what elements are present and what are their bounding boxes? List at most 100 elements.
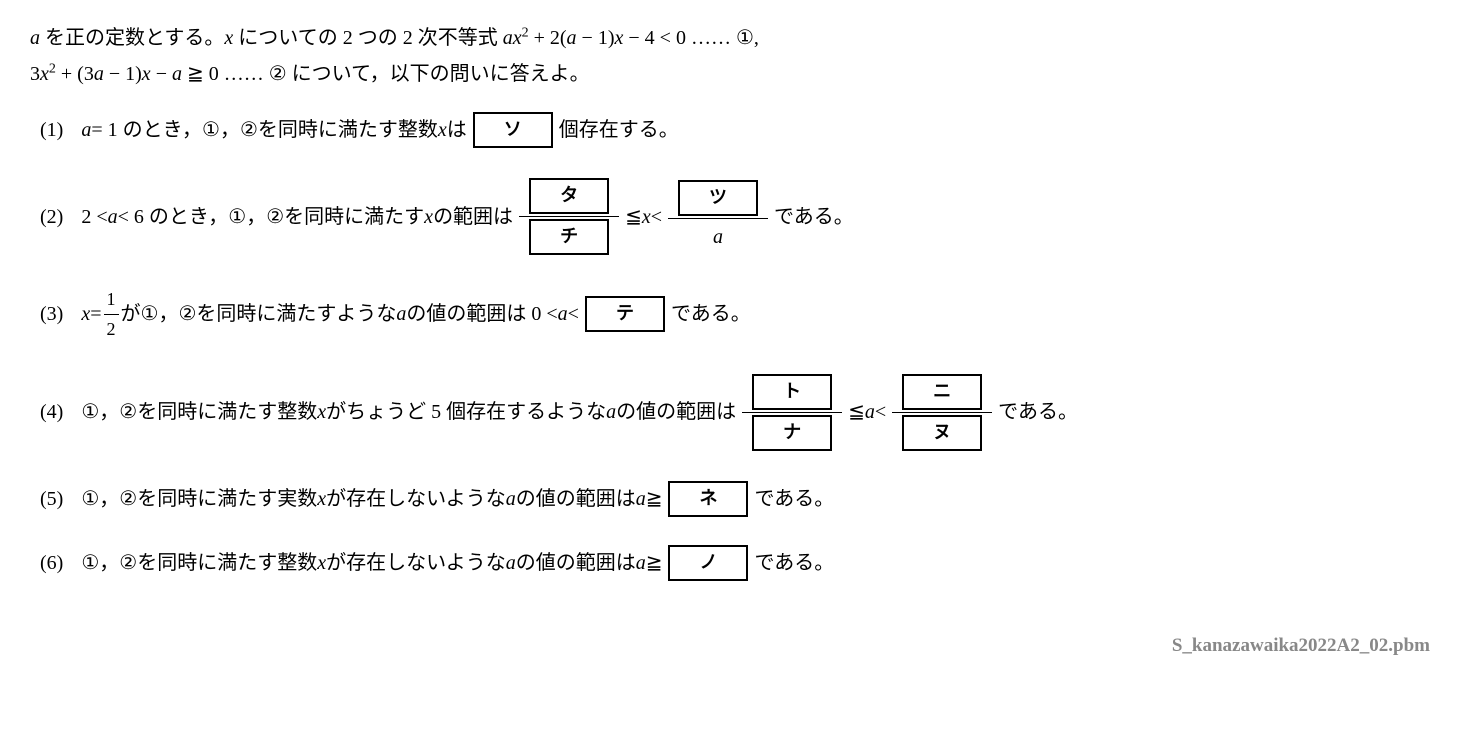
q3-content: x = 1 2 が①，② を同時に満たすような a の値の範囲は 0 < a <… bbox=[81, 285, 750, 344]
q2-c2: ② bbox=[266, 201, 284, 233]
q2-content: 2 < a < 6 のとき，①，② を同時に満たす x の範囲は タ チ ≦ x… bbox=[81, 176, 853, 257]
answer-box-tsu: ツ bbox=[678, 180, 758, 216]
line2-x2: x bbox=[142, 63, 151, 85]
q2-mid2: を同時に満たす bbox=[284, 201, 424, 233]
fraction-ni-nu: ニ ヌ bbox=[892, 372, 992, 453]
q3-comma: ， bbox=[158, 298, 178, 330]
q5-mid1: を同時に満たす実数 bbox=[137, 483, 317, 515]
frac-den-a: a bbox=[668, 218, 768, 255]
q2-pre: 2 < bbox=[81, 201, 107, 233]
answer-box-so: ソ bbox=[473, 112, 553, 148]
q3-c2: ② bbox=[178, 298, 196, 330]
q4-comma: ， bbox=[99, 396, 119, 428]
fraction-tsu-a: ツ a bbox=[668, 178, 768, 255]
answer-box-chi: チ bbox=[529, 219, 609, 255]
q3-c1: ① bbox=[141, 298, 159, 330]
q1-eq: = 1 のとき， bbox=[91, 114, 202, 146]
q3-a2: a bbox=[558, 298, 568, 330]
q6-geq: ≧ bbox=[646, 547, 663, 579]
q4-lt: < bbox=[875, 396, 886, 428]
q1-x: x bbox=[438, 114, 447, 146]
answer-box-ta: タ bbox=[529, 178, 609, 214]
q4-num: (4) bbox=[40, 396, 63, 428]
sub-problem-3: (3) x = 1 2 が①，② を同時に満たすような a の値の範囲は 0 <… bbox=[30, 285, 1430, 344]
q2-mid1: < 6 のとき， bbox=[118, 201, 229, 233]
q5-a2: a bbox=[636, 483, 646, 515]
ineq1-sup: 2 bbox=[522, 25, 529, 40]
q3-post: である。 bbox=[671, 298, 751, 330]
fraction-ta-chi: タ チ bbox=[519, 176, 619, 257]
q2-post: である。 bbox=[774, 201, 854, 233]
q4-c2: ② bbox=[119, 396, 137, 428]
q6-comma: ， bbox=[99, 547, 119, 579]
q1-mid: を同時に満たす整数 bbox=[258, 114, 438, 146]
ineq1-rest: − 1) bbox=[577, 27, 615, 49]
intro-text1: を正の定数とする。 bbox=[40, 27, 224, 49]
q4-post: である。 bbox=[998, 396, 1078, 428]
var-x: x bbox=[224, 27, 233, 49]
frac-den-na: ナ bbox=[742, 412, 842, 453]
fraction-to-na: ト ナ bbox=[742, 372, 842, 453]
q3-num: (3) bbox=[40, 298, 63, 330]
q6-c1: ① bbox=[81, 547, 99, 579]
q6-mid2: が存在しないような bbox=[326, 547, 506, 579]
line2-mid2: − 1) bbox=[104, 63, 142, 85]
frac-num-to: ト bbox=[742, 372, 842, 412]
answer-box-no: ノ bbox=[668, 545, 748, 581]
line2-mid3: − bbox=[151, 63, 172, 85]
q5-post: である。 bbox=[754, 483, 834, 515]
q5-geq: ≧ bbox=[646, 483, 663, 515]
q1-content: a = 1 のとき，①，② を同時に満たす整数 x は ソ 個存在する。 bbox=[81, 112, 678, 148]
q4-mid3: の値の範囲は bbox=[616, 396, 736, 428]
q2-mid3: の範囲は bbox=[433, 201, 513, 233]
q5-num: (5) bbox=[40, 483, 63, 515]
q1-a: a bbox=[81, 114, 91, 146]
comma1: , bbox=[754, 27, 759, 49]
line2-a: a bbox=[94, 63, 104, 85]
q3-x: x bbox=[81, 298, 90, 330]
sub-problem-2: (2) 2 < a < 6 のとき，①，② を同時に満たす x の範囲は タ チ… bbox=[30, 176, 1430, 257]
footer-filename: S_kanazawaika2022A2_02.pbm bbox=[30, 631, 1430, 661]
frac-num-ta: タ bbox=[519, 176, 619, 216]
q3-mid2: を同時に満たすような bbox=[196, 298, 396, 330]
q3-mid3: の値の範囲は 0 < bbox=[406, 298, 557, 330]
sub-problem-4: (4) ①，② を同時に満たす整数 x がちょうど 5 個存在するような a の… bbox=[30, 372, 1430, 453]
line2-end: ≧ 0 …… bbox=[182, 63, 269, 85]
sub-problem-1: (1) a = 1 のとき，①，② を同時に満たす整数 x は ソ 個存在する。 bbox=[30, 112, 1430, 148]
problem-container: a を正の定数とする。x についての 2 つの 2 次不等式 ax2 + 2(a… bbox=[30, 20, 1430, 661]
line2-x: x bbox=[40, 63, 49, 85]
line2-3: 3 bbox=[30, 63, 40, 85]
q3-mid4: < bbox=[568, 298, 579, 330]
answer-box-nu: ヌ bbox=[902, 415, 982, 451]
q5-c1: ① bbox=[81, 483, 99, 515]
q6-a: a bbox=[506, 547, 516, 579]
q4-content: ①，② を同時に満たす整数 x がちょうど 5 個存在するような a の値の範囲… bbox=[81, 372, 1078, 453]
q6-num: (6) bbox=[40, 547, 63, 579]
problem-intro: a を正の定数とする。x についての 2 つの 2 次不等式 ax2 + 2(a… bbox=[30, 20, 1430, 92]
q2-c1: ① bbox=[228, 201, 246, 233]
answer-box-te: テ bbox=[585, 296, 665, 332]
q1-num: (1) bbox=[40, 114, 63, 146]
q2-leq: ≦ bbox=[625, 201, 642, 233]
frac-num-tsu: ツ bbox=[668, 178, 768, 218]
frac-den-nu: ヌ bbox=[892, 412, 992, 453]
q5-mid3: の値の範囲は bbox=[516, 483, 636, 515]
q3-a: a bbox=[396, 298, 406, 330]
q1-c2: ② bbox=[240, 114, 258, 146]
q1-comma: ， bbox=[220, 114, 240, 146]
q6-content: ①，② を同時に満たす整数 x が存在しないような a の値の範囲は a ≧ ノ… bbox=[81, 545, 834, 581]
q4-mid1: を同時に満たす整数 bbox=[137, 396, 317, 428]
q6-mid1: を同時に満たす整数 bbox=[137, 547, 317, 579]
q4-x: x bbox=[317, 396, 326, 428]
line2-sup: 2 bbox=[49, 61, 56, 76]
q1-post1: は bbox=[447, 114, 467, 146]
circled-2: ② bbox=[269, 63, 287, 85]
q2-x: x bbox=[424, 201, 433, 233]
q4-a2: a bbox=[865, 396, 875, 428]
ineq1-mid: + 2( bbox=[529, 27, 567, 49]
q2-lt: < bbox=[651, 201, 662, 233]
answer-box-ne: ネ bbox=[668, 481, 748, 517]
q1-post2: 個存在する。 bbox=[559, 114, 679, 146]
q5-comma: ， bbox=[99, 483, 119, 515]
q5-content: ①，② を同時に満たす実数 x が存在しないような a の値の範囲は a ≧ ネ… bbox=[81, 481, 834, 517]
